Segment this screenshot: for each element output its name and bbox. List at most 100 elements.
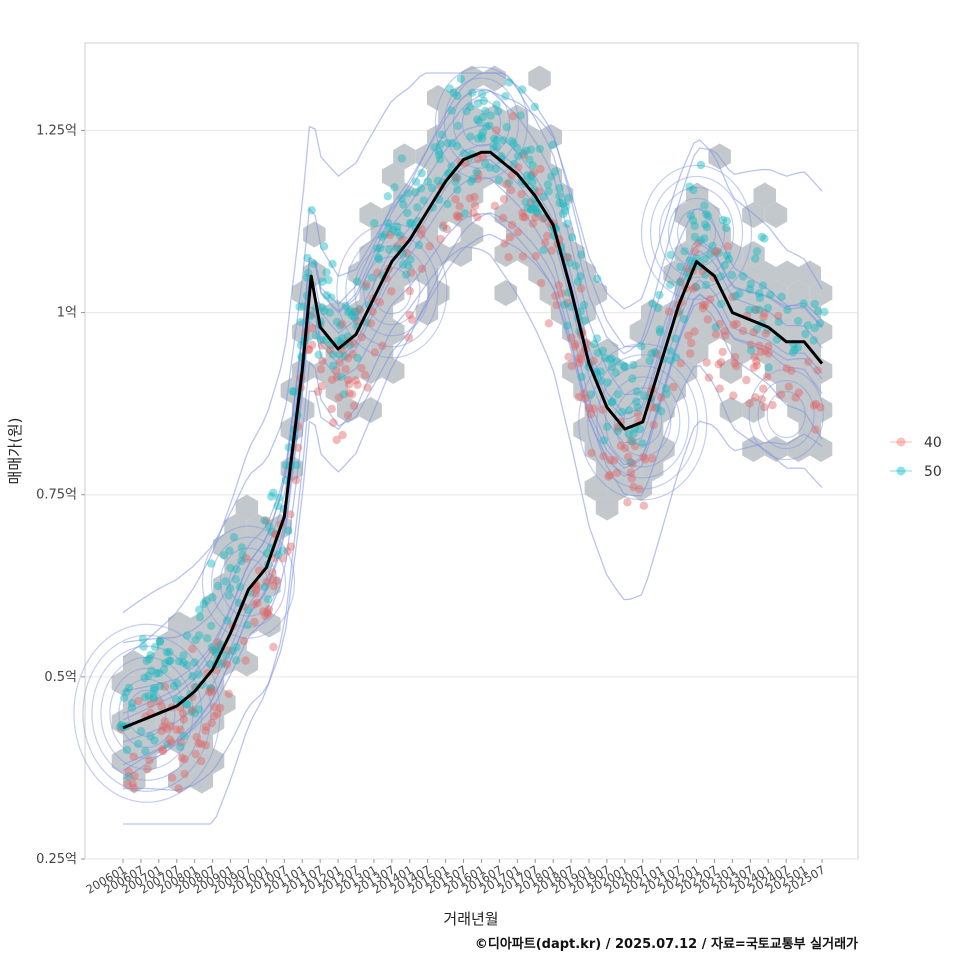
point-50 [790, 345, 799, 354]
point-40 [669, 382, 678, 392]
point-50 [459, 149, 468, 158]
contour-loop [118, 678, 176, 748]
hexbin-cell [190, 767, 214, 794]
point-40 [368, 307, 377, 316]
hexbin-cell [156, 670, 180, 696]
point-50 [686, 211, 696, 220]
point-40 [761, 329, 770, 338]
point-50 [473, 99, 483, 108]
point-50 [525, 155, 534, 164]
contour-loop [443, 77, 520, 169]
point-50 [680, 247, 689, 256]
contour-loop [228, 558, 269, 606]
point-50 [281, 461, 291, 470]
point-50 [528, 161, 537, 170]
hexbin-cell [123, 650, 146, 677]
point-40 [219, 658, 229, 667]
point-50 [706, 249, 715, 259]
point-40 [811, 425, 820, 434]
point-50 [202, 596, 211, 606]
point-40 [703, 315, 712, 324]
hexbin-cell [168, 650, 191, 677]
point-50 [211, 648, 221, 657]
point-50 [238, 550, 247, 560]
point-50 [318, 303, 327, 312]
hexbin-cell [764, 280, 788, 306]
point-50 [269, 488, 278, 497]
contour-loop [127, 689, 167, 737]
point-40 [123, 779, 132, 788]
contour-loop [219, 547, 278, 617]
hexbin-cell [595, 494, 619, 521]
point-50 [453, 91, 462, 101]
y-tick-label: 0.5억 [44, 670, 77, 685]
point-50 [320, 306, 329, 316]
hexbin-cell [753, 260, 776, 287]
point-40 [730, 359, 739, 368]
hexbin-cell [697, 241, 720, 267]
point-50 [376, 243, 385, 253]
point-50 [522, 146, 531, 155]
point-40 [143, 764, 152, 774]
hexbin-cell [201, 709, 225, 735]
point-50 [389, 225, 398, 235]
point-40 [531, 251, 540, 261]
contour-loop [605, 376, 681, 468]
contour-loop [363, 256, 421, 326]
hexbin-cell [787, 436, 810, 462]
point-50 [453, 121, 463, 130]
point-40 [705, 295, 715, 304]
point-40 [204, 687, 214, 696]
point-40 [738, 326, 748, 336]
point-40 [551, 291, 560, 301]
point-50 [563, 321, 572, 330]
point-50 [685, 182, 694, 191]
hexbin-cell [742, 319, 765, 345]
point-50 [142, 656, 151, 666]
point-50 [528, 177, 537, 187]
point-50 [451, 172, 460, 181]
point-40 [176, 725, 185, 734]
point-50 [757, 232, 767, 242]
point-50 [599, 436, 609, 445]
hexbin-cell [494, 241, 517, 267]
point-50 [466, 132, 475, 141]
point-40 [268, 568, 277, 577]
point-40 [417, 264, 427, 273]
point-50 [474, 117, 484, 126]
point-40 [628, 459, 637, 468]
point-40 [474, 169, 483, 179]
point-50 [613, 426, 622, 436]
point-40 [499, 195, 509, 204]
point-50 [647, 349, 656, 358]
hexbin-cell [685, 182, 709, 209]
point-40 [378, 341, 387, 350]
point-40 [751, 305, 761, 315]
point-50 [596, 376, 606, 385]
point-40 [318, 356, 327, 366]
point-40 [529, 168, 539, 178]
point-50 [339, 390, 348, 399]
point-50 [608, 397, 617, 406]
point-50 [183, 631, 192, 640]
point-50 [655, 290, 664, 300]
point-50 [154, 668, 164, 678]
point-50 [708, 241, 717, 251]
point-50 [396, 231, 405, 240]
point-50 [754, 289, 764, 298]
point-40 [577, 284, 586, 293]
point-50 [407, 219, 416, 228]
point-50 [539, 245, 548, 255]
point-40 [635, 485, 644, 494]
point-50 [632, 397, 641, 406]
hexbin-cell [438, 143, 461, 170]
point-40 [626, 468, 636, 477]
point-40 [599, 451, 608, 461]
point-50 [527, 172, 536, 182]
point-50 [328, 350, 337, 359]
legend-key-dot [896, 437, 906, 447]
legend-label: 50 [924, 464, 942, 480]
point-50 [221, 577, 230, 586]
hexbin-cell [618, 377, 641, 404]
point-40 [639, 452, 648, 462]
